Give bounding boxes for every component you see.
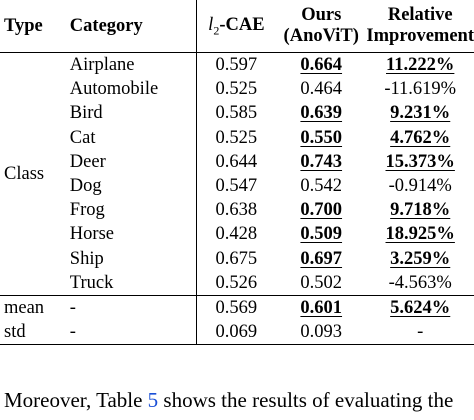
relative-improvement-cell: -11.619% — [384, 79, 457, 100]
category-cell: Bird — [63, 101, 197, 126]
body-text-suffix: shows the results of evaluating the — [158, 388, 454, 412]
relative-improvement-cell: 9.231% — [390, 103, 451, 124]
category-cell: Cat — [63, 125, 197, 150]
table-row: Deer 0.644 0.743 15.373% — [0, 149, 474, 174]
relative-improvement-cell: - — [366, 320, 474, 346]
category-cell: Frog — [63, 198, 197, 223]
baseline-value-cell: 0.675 — [215, 248, 258, 269]
baseline-value-cell: 0.428 — [215, 224, 258, 245]
category-cell: Ship — [63, 246, 197, 271]
header-baseline-symbol: l2 — [208, 14, 220, 38]
header-ours-line1: Ours — [301, 5, 342, 26]
ours-value-cell: 0.601 — [276, 294, 367, 321]
category-cell: Deer — [63, 149, 197, 174]
table-row: Bird 0.585 0.639 9.231% — [0, 101, 474, 126]
header-baseline: l2-CAE — [196, 0, 277, 53]
table-row: Ship 0.675 0.697 3.259% — [0, 246, 474, 271]
body-text-prefix: Moreover, Table — [4, 388, 148, 412]
relative-improvement-cell: 3.259% — [390, 248, 451, 269]
category-cell: Automobile — [63, 77, 197, 102]
baseline-value-cell: 0.638 — [215, 200, 258, 221]
table-row: Class Airplane 0.597 0.664 11.222% — [0, 52, 474, 296]
baseline-value-cell: 0.547 — [215, 175, 258, 196]
relative-improvement-cell: 18.925% — [385, 224, 455, 245]
table-row: Horse 0.428 0.509 18.925% — [0, 222, 474, 247]
summary-row: mean -0.569 0.601 5.624% — [0, 294, 474, 321]
table-row: Frog 0.638 0.700 9.718% — [0, 198, 474, 223]
category-cell: - — [63, 294, 197, 321]
relative-improvement-cell: -0.914% — [388, 175, 452, 196]
relative-improvement-cell: 15.373% — [385, 151, 455, 172]
table-row: Automobile 0.525 0.464 -11.619% — [0, 77, 474, 102]
relative-improvement-cell: 4.762% — [390, 127, 451, 148]
ours-value-cell: 0.697 — [300, 248, 343, 269]
header-relative-line1: Relative — [387, 5, 453, 26]
ours-value-cell: 0.639 — [300, 103, 343, 124]
relative-improvement-cell: -4.563% — [388, 272, 452, 293]
ours-value-cell: 0.093 — [276, 320, 367, 346]
baseline-value-cell: 0.525 — [215, 127, 258, 148]
body-text-line: Moreover, Table 5 shows the results of e… — [4, 388, 470, 413]
ours-value-cell: 0.550 — [300, 127, 343, 148]
header-relative-line2: Improvement — [366, 25, 474, 46]
relative-improvement-cell: 9.718% — [390, 200, 451, 221]
category-cell: Airplane — [63, 52, 197, 78]
header-type: Type — [0, 0, 64, 53]
baseline-value-cell: 0.585 — [215, 103, 258, 124]
ours-value-cell: 0.509 — [300, 224, 343, 245]
relative-improvement-cell: 5.624% — [366, 294, 474, 321]
table-row: Dog 0.547 0.542 -0.914% — [0, 173, 474, 199]
group-label-class: Class — [0, 52, 64, 296]
header-ours: Ours (AnoViT) — [276, 0, 367, 53]
table-row: Truck 0.526 0.502 -4.563% — [0, 270, 474, 296]
header-baseline-suffix: -CAE — [219, 14, 265, 35]
ours-value-cell: 0.700 — [300, 200, 343, 221]
ours-value-cell: 0.542 — [300, 175, 343, 196]
results-table: Type Category l2-CAE Ours (AnoViT) Relati… — [0, 0, 474, 346]
table-body: Class Airplane 0.597 0.664 11.222% Automobile… — [0, 52, 474, 346]
header-relative: Relative Improvement — [366, 0, 474, 53]
category-cell: - — [63, 320, 197, 346]
ours-value-cell: 0.464 — [300, 79, 343, 100]
header-ours-line2: (AnoViT) — [283, 25, 359, 46]
header-category: Category — [63, 0, 197, 53]
header-row: Type Category l2-CAE Ours (AnoViT) Relati… — [0, 0, 474, 53]
summary-type-cell: mean — [0, 294, 64, 321]
category-cell: Dog — [63, 173, 197, 199]
baseline-value-cell: 0.525 — [215, 79, 258, 100]
baseline-value-cell: 0.597 — [196, 52, 277, 78]
category-cell: Horse — [63, 222, 197, 247]
relative-improvement-cell: 11.222% — [366, 52, 474, 78]
ours-value-cell: 0.743 — [300, 151, 343, 172]
summary-type-cell: std — [0, 320, 64, 346]
table-row: Cat 0.525 0.550 4.762% — [0, 125, 474, 150]
table-reference-link[interactable]: 5 — [147, 388, 159, 412]
ours-value-cell: 0.664 — [276, 52, 367, 78]
baseline-value-cell: 0.569 — [196, 294, 277, 321]
summary-row: std -0.069 0.093- — [0, 320, 474, 346]
ours-value-cell: 0.502 — [300, 272, 343, 293]
baseline-value-cell: 0.069 — [196, 320, 277, 346]
category-cell: Truck — [63, 270, 197, 296]
baseline-value-cell: 0.644 — [215, 151, 258, 172]
baseline-value-cell: 0.526 — [215, 272, 258, 293]
results-table-container: Type Category l2-CAE Ours (AnoViT) Relati… — [0, 0, 474, 346]
